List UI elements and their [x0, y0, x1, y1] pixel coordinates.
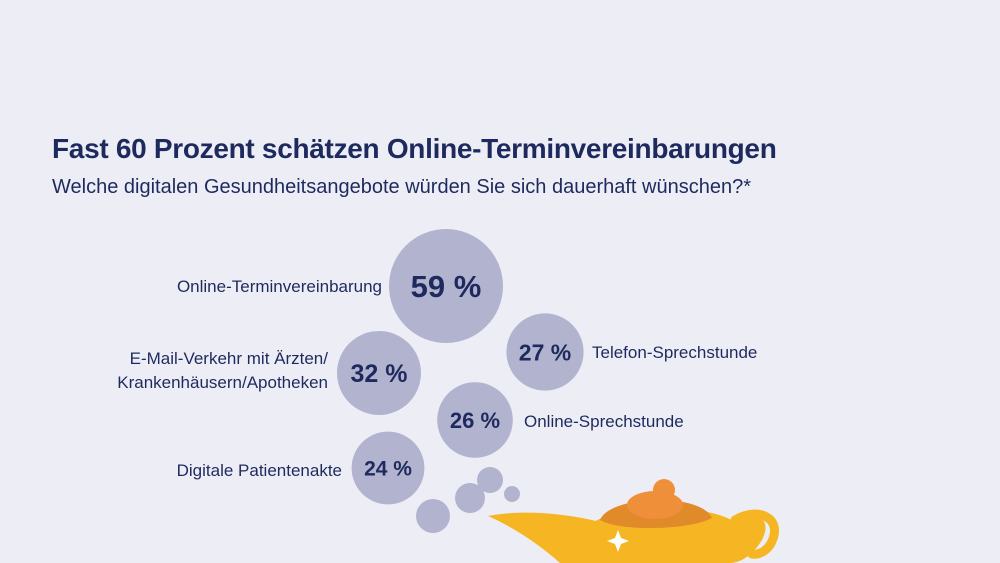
- genie-lamp-illustration: [416, 467, 779, 563]
- smoke-puff: [416, 499, 450, 533]
- category-label-line: Digitale Patientenakte: [177, 461, 342, 480]
- smoke-puff: [504, 486, 520, 502]
- bubble: [389, 229, 503, 343]
- category-label-line: E-Mail-Verkehr mit Ärzten/: [130, 349, 329, 368]
- bubble-category-label: Digitale Patientenakte: [177, 461, 342, 480]
- bubble-category-label: Online-Terminvereinbarung: [177, 277, 382, 296]
- bubble-value-label: 32 %: [351, 360, 408, 388]
- bubble: [506, 313, 584, 391]
- bubble-value-label: 59 %: [411, 269, 482, 304]
- bubble: [337, 331, 421, 415]
- bubble-category-label: Telefon-Sprechstunde: [592, 343, 757, 362]
- lamp-handle: [730, 509, 779, 559]
- bubble-value-label: 24 %: [364, 458, 412, 481]
- bubble-category-label: Online-Sprechstunde: [524, 412, 684, 431]
- category-label-line: Online-Sprechstunde: [524, 412, 684, 431]
- chart-subtitle: Welche digitalen Gesundheitsangebote wür…: [52, 176, 751, 198]
- bubble-category-label: E-Mail-Verkehr mit Ärzten/Krankenhäusern…: [117, 349, 328, 392]
- category-label-line: Online-Terminvereinbarung: [177, 277, 382, 296]
- smoke-puff: [455, 483, 485, 513]
- chart-title: Fast 60 Prozent schätzen Online-Terminve…: [52, 133, 777, 164]
- lamp-knob: [653, 479, 675, 501]
- bubble-value-label: 26 %: [450, 408, 500, 433]
- bubble: [351, 431, 425, 505]
- bubble-value-label: 27 %: [519, 339, 571, 365]
- smoke-puff: [477, 467, 503, 493]
- bubbles-layer: 59 % Online-Terminvereinbarung 27 % Telefon…: [117, 229, 757, 505]
- category-label-line: Telefon-Sprechstunde: [592, 343, 757, 362]
- category-label-line: Krankenhäusern/Apotheken: [117, 373, 328, 392]
- bubble: [437, 382, 513, 458]
- sparkle-icon: [607, 530, 629, 552]
